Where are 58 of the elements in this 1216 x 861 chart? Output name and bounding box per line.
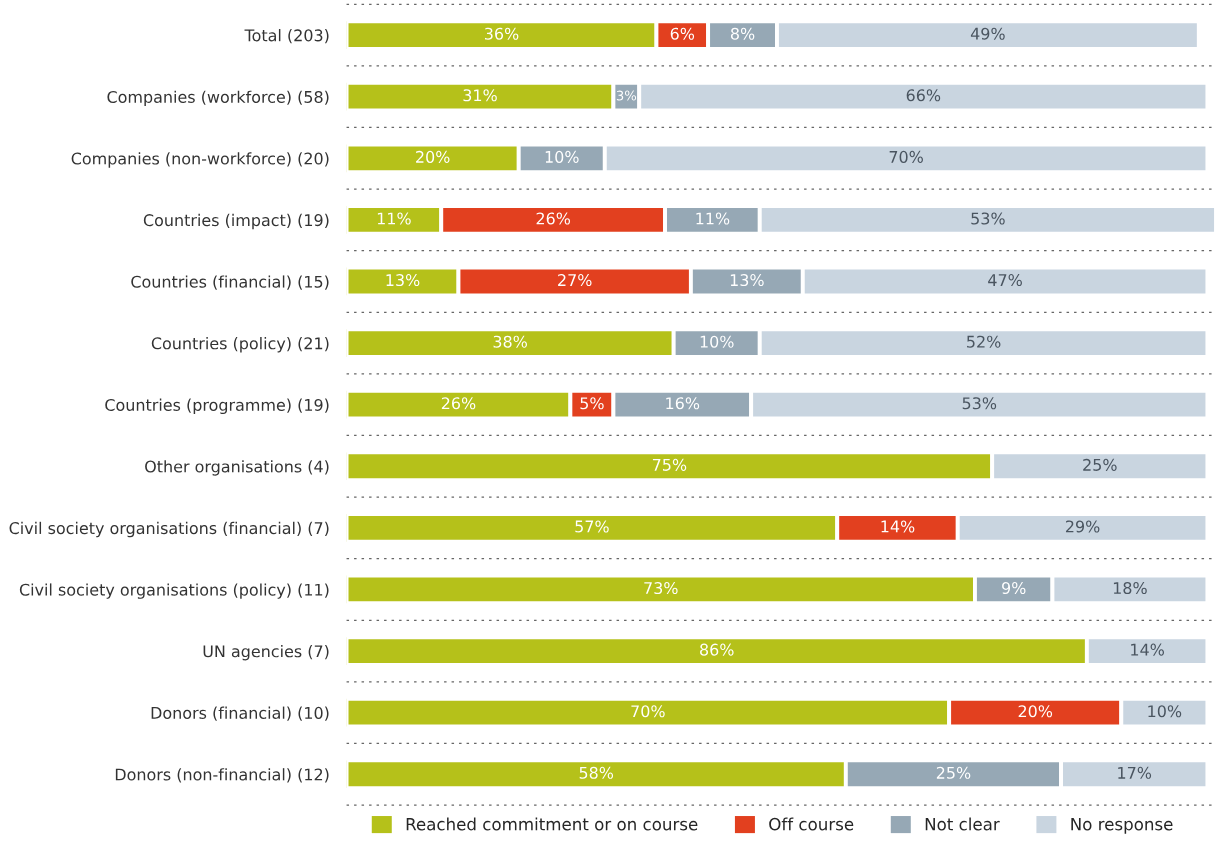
y-tick-label: Donors (financial) (10) — [151, 706, 329, 721]
y-tick-label: Donors (non-financial) (12) — [115, 768, 329, 783]
legend-label: No response — [1071, 818, 1173, 834]
data-label: 26% — [536, 212, 571, 225]
legend-label: Not clear — [925, 817, 1000, 831]
data-label: 70% — [889, 150, 923, 163]
y-tick-label: Civil society organisations (policy) (11) — [19, 583, 329, 599]
data-label: 53% — [971, 212, 1005, 225]
data-label: 17% — [1118, 766, 1152, 779]
data-label: 11% — [696, 212, 730, 225]
y-tick-label: Total (203) — [244, 29, 329, 44]
data-label: 66% — [906, 89, 941, 102]
data-label: 58% — [579, 766, 614, 779]
y-tick-label: Companies (workforce) (58) — [107, 90, 329, 107]
y-tick-label: Countries (programme) (19) — [105, 398, 329, 415]
y-tick-label: UN agencies (7) — [203, 644, 329, 661]
data-label: 29% — [1065, 520, 1100, 533]
data-label: 26% — [441, 397, 476, 410]
data-label: 14% — [1131, 643, 1164, 656]
data-label: 27% — [558, 274, 592, 287]
data-label: 8% — [730, 27, 755, 40]
y-tick-label: Companies (non-workforce) (20) — [71, 152, 329, 168]
data-label: 70% — [631, 705, 665, 718]
data-label: 20% — [416, 150, 450, 163]
data-label: 52% — [967, 335, 1001, 348]
y-tick-label: Countries (impact) (19) — [143, 213, 329, 230]
data-label: 57% — [575, 520, 609, 533]
data-label: 36% — [484, 27, 519, 40]
legend-label: Reached commitment or on course — [406, 817, 698, 831]
data-label: 73% — [644, 582, 678, 595]
data-label: 6% — [670, 27, 695, 40]
data-label: 10% — [700, 335, 734, 348]
data-label: 25% — [1083, 458, 1117, 471]
data-label: 86% — [700, 643, 734, 656]
data-label: 47% — [988, 274, 1022, 287]
y-tick-label: Countries (financial) (15) — [131, 275, 329, 290]
data-label: 11% — [377, 212, 411, 225]
data-label: 5% — [580, 397, 604, 410]
data-label: 20% — [1018, 705, 1053, 718]
data-label: 75% — [652, 458, 687, 471]
data-label: 53% — [962, 397, 997, 410]
data-label: 10% — [1148, 705, 1182, 718]
data-label: 31% — [463, 89, 497, 102]
data-label: 16% — [666, 397, 700, 410]
data-label: 49% — [970, 27, 1005, 40]
data-label: 10% — [545, 150, 579, 163]
y-tick-label: Countries (policy) (21) — [151, 337, 329, 353]
data-label: 3% — [616, 90, 637, 101]
legend-label: Off course — [769, 817, 854, 831]
data-label: 13% — [386, 274, 420, 287]
data-label: 9% — [1002, 582, 1026, 595]
data-label: 25% — [936, 766, 971, 779]
y-tick-label: Civil society organisations (financial) (7) — [9, 521, 329, 538]
data-label: 13% — [730, 274, 764, 287]
data-label: 14% — [881, 520, 915, 533]
y-tick-label: Other organisations (4) — [145, 460, 329, 476]
data-label: 18% — [1113, 582, 1147, 595]
data-label: 38% — [493, 335, 527, 348]
